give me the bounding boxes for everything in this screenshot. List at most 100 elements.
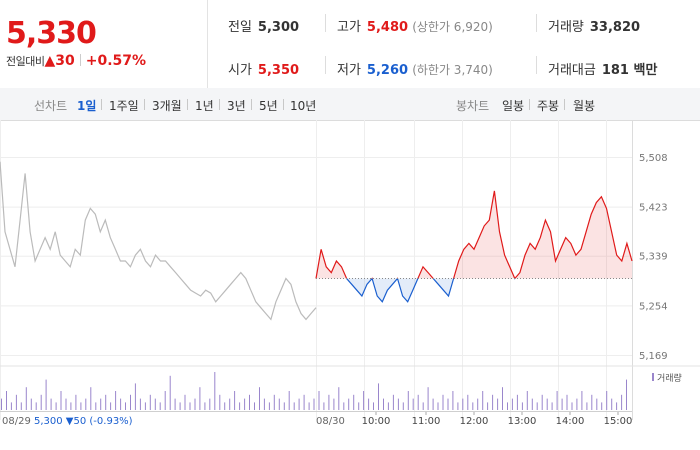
y-tick-label: 5,254: [639, 301, 668, 312]
volume-bar: [397, 398, 399, 410]
volume-bar: [95, 402, 97, 410]
period-10y[interactable]: 10년: [290, 99, 317, 113]
volume-bar: [606, 391, 608, 410]
period-1y[interactable]: 1년: [195, 99, 214, 113]
volume-bar: [348, 398, 350, 410]
volume-bar: [149, 394, 151, 410]
volume-bar: [383, 398, 384, 410]
volume-bar: [536, 402, 538, 410]
volume-bar: [611, 398, 613, 410]
volume-bar: [368, 398, 370, 410]
line-chart-label: 선차트: [34, 99, 68, 113]
up-arrow-icon: ▲: [44, 53, 56, 69]
period-1d[interactable]: 1일: [77, 99, 97, 113]
period-5y[interactable]: 5년: [259, 99, 278, 113]
volume-bar: [621, 394, 623, 410]
volume-bar: [521, 402, 523, 410]
volume-legend-swatch: [652, 373, 654, 381]
candle-daily[interactable]: 일봉: [502, 99, 525, 113]
volume-bar: [462, 398, 464, 410]
volume-bar: [55, 402, 57, 410]
volume-bar: [551, 402, 553, 410]
volume-bar: [209, 398, 211, 410]
volume-bar: [50, 398, 52, 410]
change-label: 전일대비: [6, 55, 45, 68]
volume-bar: [586, 402, 588, 410]
volume-bar: [6, 391, 7, 410]
change-value: 30: [55, 53, 75, 69]
prev-close-stat: 전일 5,300: [228, 20, 300, 35]
volume-bar: [100, 398, 102, 410]
change-percent: +0.57%: [85, 53, 147, 69]
volume-bar: [179, 402, 181, 410]
volume-bar: [378, 383, 379, 410]
volume-bar: [70, 402, 72, 410]
chart-toolbar: 선차트 1일 1주일 3개월 1년 3년 5년 10년 봉차트 일봉 주봉 월봉: [0, 88, 700, 121]
volume-bar: [531, 398, 533, 410]
today-date-label: 08/30: [316, 416, 345, 427]
volume-bar: [184, 394, 186, 410]
quote-panel: 5,330 전일대비▲30 +0.57% 전일 5,300 고가 5,480 (상한가…: [0, 0, 700, 89]
volume-bar: [363, 391, 365, 410]
volume-bar: [318, 391, 320, 410]
volume-bar: [507, 402, 508, 410]
up-area: [316, 190, 632, 279]
volume-bar: [40, 394, 42, 410]
volume-bar: [139, 398, 141, 410]
volume-bar: [566, 394, 568, 410]
volume-bar: [412, 398, 414, 410]
volume-bar: [259, 387, 260, 410]
volume-bar: [20, 402, 22, 410]
volume-bar: [457, 402, 459, 410]
volume-bar: [601, 402, 603, 410]
volume-bar: [472, 402, 474, 410]
volume-bar: [65, 398, 67, 410]
period-1w[interactable]: 1주일: [109, 99, 139, 113]
volume-bar: [130, 394, 131, 410]
volume-bar: [402, 402, 404, 410]
volume-bar: [581, 391, 583, 410]
candle-monthly[interactable]: 월봉: [573, 99, 596, 113]
x-tick-label: 12:00: [460, 416, 489, 427]
period-3y[interactable]: 3년: [227, 99, 246, 113]
period-3m[interactable]: 3개월: [152, 99, 182, 113]
volume-stat: 거래량 33,820: [548, 20, 641, 35]
volume-bar: [427, 387, 429, 410]
volume-bar: [283, 402, 285, 410]
volume-bar: [487, 402, 489, 410]
volume-bar: [442, 394, 444, 410]
current-price-box: 5,330 전일대비▲30 +0.57%: [0, 0, 208, 88]
prev-day-line: [0, 161, 317, 321]
volume-bar: [288, 391, 290, 410]
volume-bar: [482, 391, 484, 410]
today-line-up: [315, 190, 633, 279]
volume-bar: [15, 394, 17, 410]
down-area: [316, 278, 632, 302]
volume-bar: [134, 383, 136, 410]
volume-bar: [80, 402, 82, 410]
volume-bar: [229, 398, 231, 410]
current-price: 5,330: [6, 16, 97, 51]
volume-bar: [373, 402, 374, 410]
volume-bar: [358, 402, 360, 410]
y-tick-label: 5,339: [639, 252, 668, 263]
volume-bar: [254, 402, 255, 410]
volume-bar: [298, 398, 300, 410]
volume-bar: [60, 391, 62, 410]
volume-bar: [616, 402, 618, 410]
volume-bar: [303, 394, 305, 410]
prev-day-summary: 5,300 ▼50 (-0.93%): [34, 416, 133, 427]
volume-bar: [273, 394, 275, 410]
volume-bar: [313, 398, 315, 410]
volume-bar: [204, 402, 206, 410]
volume-bar: [323, 402, 325, 410]
candle-weekly[interactable]: 주봉: [537, 99, 560, 113]
volume-bar: [467, 394, 469, 410]
x-tick-label: 14:00: [556, 416, 585, 427]
volume-bar: [591, 394, 593, 410]
volume-bar: [417, 394, 419, 410]
volume-bar: [516, 394, 518, 410]
volume-bar: [154, 398, 156, 410]
volume-bar: [1, 398, 2, 410]
volume-bar: [596, 398, 598, 410]
